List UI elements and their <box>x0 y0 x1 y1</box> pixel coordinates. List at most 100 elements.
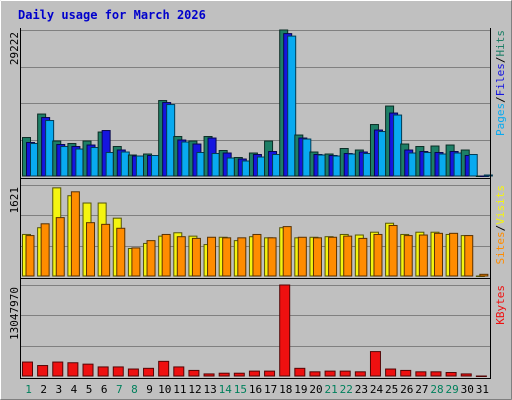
bar-kbytes-day-11 <box>173 366 185 377</box>
panel-legend: Sites/Visits <box>494 185 507 265</box>
x-tick-label: 10 <box>158 383 171 396</box>
x-tick-label: 13 <box>203 383 216 396</box>
bar-kbytes-day-7 <box>112 366 124 377</box>
bar-kbytes-day-24 <box>369 351 381 377</box>
bar-sites-day-27 <box>418 234 428 277</box>
legend-separator: / <box>494 225 507 232</box>
x-axis-day-labels: 1 2 3 4 5 6 7 8 9 10 11 12 13 14 15 16 17 18 19 20 21 22 23 24 2… <box>25 383 489 396</box>
x-tick-label: 23 <box>355 383 368 396</box>
x-tick-label: 9 <box>146 383 153 396</box>
bar-sites-day-31 <box>479 273 489 277</box>
bar-pages-day-30 <box>468 154 478 177</box>
x-tick-label: 22 <box>340 383 353 396</box>
bar-sites-day-8 <box>131 247 141 277</box>
bar-pages-day-18 <box>287 35 297 177</box>
bar-sites-day-12 <box>191 237 201 277</box>
x-tick-label: 8 <box>131 383 138 396</box>
bar-kbytes-day-6 <box>97 366 109 377</box>
x-tick-label: 29 <box>446 383 459 396</box>
bar-kbytes-day-18 <box>279 284 291 377</box>
bar-sites-day-1 <box>25 235 35 277</box>
x-tick-label: 24 <box>370 383 384 396</box>
x-tick-label: 16 <box>249 383 262 396</box>
bar-sites-day-2 <box>40 223 50 277</box>
bar-kbytes-day-15 <box>233 372 245 377</box>
bar-kbytes-day-10 <box>158 360 170 377</box>
bar-sites-day-5 <box>86 222 96 277</box>
x-tick-label: 21 <box>325 383 338 396</box>
panel-legend: KBytes <box>494 285 507 325</box>
legend-sites: Sites <box>494 231 507 264</box>
bar-sites-day-13 <box>207 236 217 277</box>
bar-kbytes-day-16 <box>248 370 260 377</box>
x-tick-label: 11 <box>173 383 186 396</box>
legend-separator: / <box>494 57 507 64</box>
legend-separator: / <box>494 96 507 103</box>
bar-kbytes-day-17 <box>264 370 276 377</box>
bar-kbytes-day-23 <box>354 371 366 377</box>
chart-panels: 29222Pages/Files/Hits1621Sites/Visits130… <box>8 28 507 379</box>
x-tick-label: 14 <box>219 383 233 396</box>
bar-sites-day-20 <box>312 237 322 277</box>
bar-sites-day-18 <box>282 226 292 277</box>
bar-sites-day-9 <box>146 240 156 277</box>
bar-sites-day-28 <box>433 232 443 277</box>
bar-kbytes-day-3 <box>52 361 64 377</box>
bar-sites-day-16 <box>252 233 262 277</box>
bar-kbytes-day-26 <box>400 369 412 377</box>
bar-sites-day-22 <box>343 235 353 277</box>
bar-kbytes-day-8 <box>127 368 139 377</box>
x-tick-label: 1 <box>25 383 32 396</box>
x-tick-label: 28 <box>430 383 443 396</box>
bar-sites-day-3 <box>55 217 65 277</box>
bar-kbytes-day-1 <box>22 361 33 377</box>
bar-kbytes-day-13 <box>203 373 215 377</box>
bar-sites-day-26 <box>403 235 413 277</box>
axis-max-label: 29222 <box>8 32 21 65</box>
bar-sites-day-21 <box>328 236 338 277</box>
bar-kbytes-day-2 <box>37 365 49 377</box>
bar-kbytes-day-5 <box>82 363 94 377</box>
bar-sites-day-24 <box>373 233 383 277</box>
bar-kbytes-day-22 <box>339 370 351 377</box>
bar-sites-day-7 <box>116 227 126 277</box>
x-tick-label: 20 <box>309 383 322 396</box>
bar-sites-day-25 <box>388 224 398 277</box>
axis-max-label: 1621 <box>8 187 21 214</box>
bar-sites-day-11 <box>176 236 186 277</box>
bar-kbytes-day-9 <box>143 367 155 377</box>
x-tick-label: 6 <box>101 383 108 396</box>
bar-kbytes-day-30 <box>460 373 472 377</box>
bar-kbytes-day-12 <box>188 369 200 377</box>
legend-hits: Hits <box>494 30 507 57</box>
panel-kbytes: 13047970 KBytes <box>8 284 507 379</box>
bar-kbytes-day-19 <box>294 367 306 377</box>
bar-kbytes-day-25 <box>385 368 397 377</box>
legend-pages: Pages <box>494 103 507 136</box>
x-tick-label: 4 <box>71 383 78 396</box>
bar-sites-day-17 <box>267 237 277 277</box>
legend-files: Files <box>494 63 507 96</box>
bar-sites-day-15 <box>237 237 247 277</box>
x-tick-label: 18 <box>279 383 292 396</box>
x-tick-label: 2 <box>40 383 47 396</box>
panel-legend: Pages/Files/Hits <box>494 30 507 136</box>
legend-kbytes: KBytes <box>494 285 507 325</box>
bar-sites-day-19 <box>297 236 307 277</box>
bar-sites-day-29 <box>449 232 459 277</box>
bar-kbytes-day-28 <box>430 371 442 377</box>
bar-kbytes-day-27 <box>415 371 427 377</box>
x-tick-label: 19 <box>294 383 307 396</box>
axis-max-label: 13047970 <box>8 287 21 340</box>
bar-kbytes-day-21 <box>324 370 336 377</box>
x-tick-label: 7 <box>116 383 123 396</box>
bar-sites-day-6 <box>101 223 111 277</box>
x-tick-label: 25 <box>385 383 398 396</box>
x-tick-label: 17 <box>264 383 277 396</box>
bar-kbytes-day-4 <box>67 362 79 377</box>
bar-sites-day-14 <box>222 237 232 277</box>
